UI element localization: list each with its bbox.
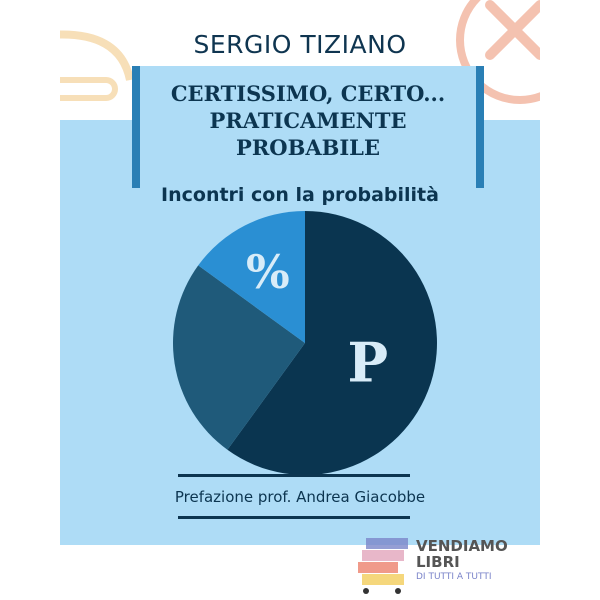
divider-bottom	[178, 516, 410, 519]
divider-top	[178, 474, 410, 477]
book-stack-icon	[358, 538, 408, 594]
pie-slice	[172, 265, 305, 450]
author-name: SERGIO TIZIANO	[193, 30, 407, 59]
pie-slice-label: %	[246, 245, 290, 299]
publisher-tagline: DI TUTTI A TUTTI	[416, 572, 492, 582]
publisher-name-line: VENDIAMO	[416, 537, 508, 555]
title-line: PROBABILE	[236, 135, 380, 160]
subtitle: Incontri con la probabilità	[161, 184, 439, 206]
title-line: CERTISSIMO, CERTO...	[170, 81, 446, 106]
book-cover: SERGIO TIZIANO CERTISSIMO, CERTO... PRAT…	[60, 0, 540, 545]
pie-graphic: P%	[172, 211, 437, 475]
pie-slice	[198, 211, 305, 343]
book-title: CERTISSIMO, CERTO... PRATICAMENTE PROBAB…	[140, 80, 476, 161]
pie-slice-label: P	[347, 330, 388, 394]
publisher-logo: VENDIAMO LIBRI DI TUTTI A TUTTI	[358, 536, 508, 596]
preface-text: Prefazione prof. Andrea Giacobbe	[174, 488, 426, 506]
publisher-name-line: LIBRI	[416, 553, 460, 571]
pie-slice	[227, 211, 437, 475]
title-line: PRATICAMENTE	[209, 108, 407, 133]
publisher-name: VENDIAMO LIBRI	[416, 538, 508, 570]
title-box: CERTISSIMO, CERTO... PRATICAMENTE PROBAB…	[132, 66, 484, 188]
